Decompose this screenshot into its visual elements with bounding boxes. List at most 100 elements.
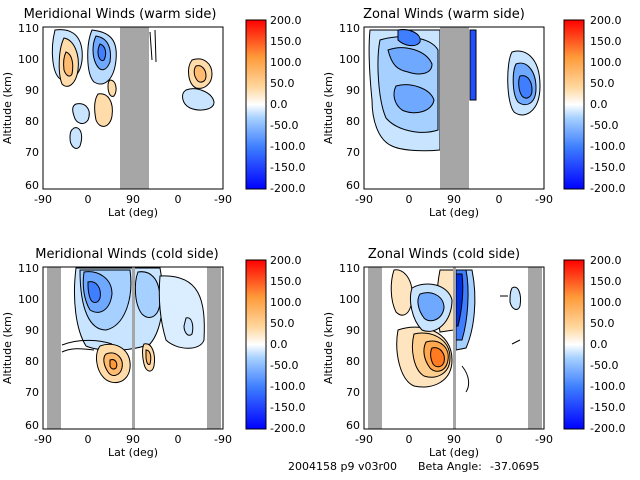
panel-meridional-warm: Meridional Winds (warm side) Alt (1, 7, 232, 219)
y-axis-label: Altitude (km) (1, 72, 14, 144)
y-tick-label: 100 (339, 53, 360, 66)
contour-negative (417, 292, 445, 322)
x-tick-label: -90 (214, 433, 232, 446)
x-tick-label: -90 (535, 433, 553, 446)
plot-frame (363, 26, 545, 190)
y-tick-label: 70 (25, 146, 39, 159)
y-tick-label: 110 (339, 22, 360, 35)
contour-positive (430, 347, 445, 368)
contour-negative (87, 281, 101, 303)
colorbar-tick: 50.0 (590, 77, 615, 90)
contour-negative (183, 317, 194, 336)
panel-title: Zonal Winds (cold side) (368, 247, 520, 262)
y-tick-label: 100 (339, 293, 360, 306)
colorbar-tick: 100.0 (270, 56, 302, 69)
panel-title: Zonal Winds (warm side) (363, 7, 525, 22)
x-tick-label: 0 (406, 433, 413, 446)
y-tick-label: 70 (25, 386, 39, 399)
y-tick-label: 110 (18, 22, 39, 35)
colorbar-tick: 100.0 (270, 296, 302, 309)
panel-meridional-cold: Meridional Winds (cold side) Altitude (k… (1, 247, 232, 459)
x-axis: -90 0 90 0 -90 Lat (deg) (355, 433, 553, 459)
contour-negative (387, 47, 433, 75)
y-axis-label: Altitude (km) (322, 312, 335, 384)
y-tick-label: 60 (25, 179, 39, 192)
data-gap (453, 267, 456, 429)
colorbar-tick: 0.0 (590, 338, 608, 351)
colorbar-tick: -50.0 (590, 119, 618, 132)
data-gap (368, 267, 382, 429)
beta-angle-value: -37.0695 (490, 460, 539, 473)
y-axis: Altitude (km) 110 100 90 80 70 60 (322, 22, 360, 192)
contour-line (461, 295, 521, 393)
contour-positive (390, 269, 413, 316)
x-axis: -90 0 90 0 -90 Lat (deg) (34, 433, 232, 459)
contour-negative (69, 127, 83, 149)
data-gap (132, 267, 135, 429)
footer: 2004158 p9 v03r00 Beta Angle: -37.0695 (288, 460, 539, 473)
colorbar-tick: 150.0 (590, 275, 622, 288)
plot-frame (42, 266, 224, 430)
contour-positive (193, 65, 207, 83)
x-tick-label: 0 (85, 433, 92, 446)
panel-plot (363, 26, 545, 190)
colorbar-tick: 200.0 (270, 14, 302, 27)
contour-negative (469, 29, 477, 101)
y-tick-label: 80 (346, 355, 360, 368)
panel-title: Meridional Winds (warm side) (24, 7, 217, 22)
colorbar-tick: 150.0 (270, 35, 302, 48)
beta-angle-label: Beta Angle: (418, 460, 482, 473)
panel-zonal-warm: Zonal Winds (warm side) Altitude (km) 11… (322, 7, 553, 219)
colorbar-tick: -150.0 (270, 161, 305, 174)
colorbar-tick: -100.0 (590, 140, 625, 153)
colorbar-tick: 100.0 (590, 296, 622, 309)
y-tick-label: 90 (25, 324, 39, 337)
panel-zonal-cold: Zonal Winds (cold side) Altitude (km) (322, 247, 553, 459)
x-tick-label: 0 (175, 193, 182, 206)
data-gap (47, 267, 61, 429)
colorbar-tick: 0.0 (270, 338, 288, 351)
colorbar-tick: -150.0 (270, 401, 305, 414)
x-tick-label: -90 (535, 193, 553, 206)
colorbar-tick: -50.0 (270, 359, 298, 372)
y-tick-label: 70 (346, 146, 360, 159)
y-tick-label: 90 (25, 84, 39, 97)
panel-plot (42, 26, 224, 190)
x-tick-label: 0 (496, 433, 503, 446)
plot-frame (363, 266, 545, 430)
contour-negative (509, 286, 521, 310)
x-axis: -90 0 90 0 -90 Lat (deg) (355, 193, 553, 219)
colorbar: 200.0 150.0 100.0 50.0 0.0 -50.0 -100.0 … (563, 254, 625, 435)
y-tick-label: 60 (25, 419, 39, 432)
x-tick-label: 0 (496, 193, 503, 206)
data-gap (120, 27, 149, 189)
y-tick-label: 110 (18, 262, 39, 275)
contour-positive (107, 79, 117, 97)
colorbar-tick: -100.0 (270, 380, 305, 393)
contour-negative (455, 273, 464, 327)
x-tick-label: -90 (214, 193, 232, 206)
data-gap (528, 267, 542, 429)
y-axis-label: Altitude (km) (322, 72, 335, 144)
contour-line (149, 29, 157, 63)
panel-title: Meridional Winds (cold side) (35, 247, 218, 262)
colorbar-tick: -100.0 (270, 140, 305, 153)
x-tick-label: 90 (126, 193, 140, 206)
colorbar-tick: 150.0 (270, 275, 302, 288)
y-tick-label: 90 (346, 84, 360, 97)
contour-positive (63, 51, 74, 77)
contour-negative (397, 29, 421, 47)
run-id: 2004158 p9 v03r00 (288, 460, 397, 473)
y-tick-label: 60 (346, 179, 360, 192)
colorbar: 200.0 150.0 100.0 50.0 0.0 -50.0 -100.0 … (245, 254, 305, 435)
y-tick-label: 80 (25, 115, 39, 128)
x-tick-label: -90 (355, 433, 373, 446)
colorbar-tick: 200.0 (590, 14, 622, 27)
contour-positive (94, 93, 113, 127)
contour-negative (393, 84, 435, 114)
contour-negative (72, 103, 90, 124)
data-gap (440, 27, 469, 189)
x-tick-label: 0 (85, 193, 92, 206)
colorbar-tick: 0.0 (270, 98, 288, 111)
colorbar-tick: -50.0 (270, 119, 298, 132)
